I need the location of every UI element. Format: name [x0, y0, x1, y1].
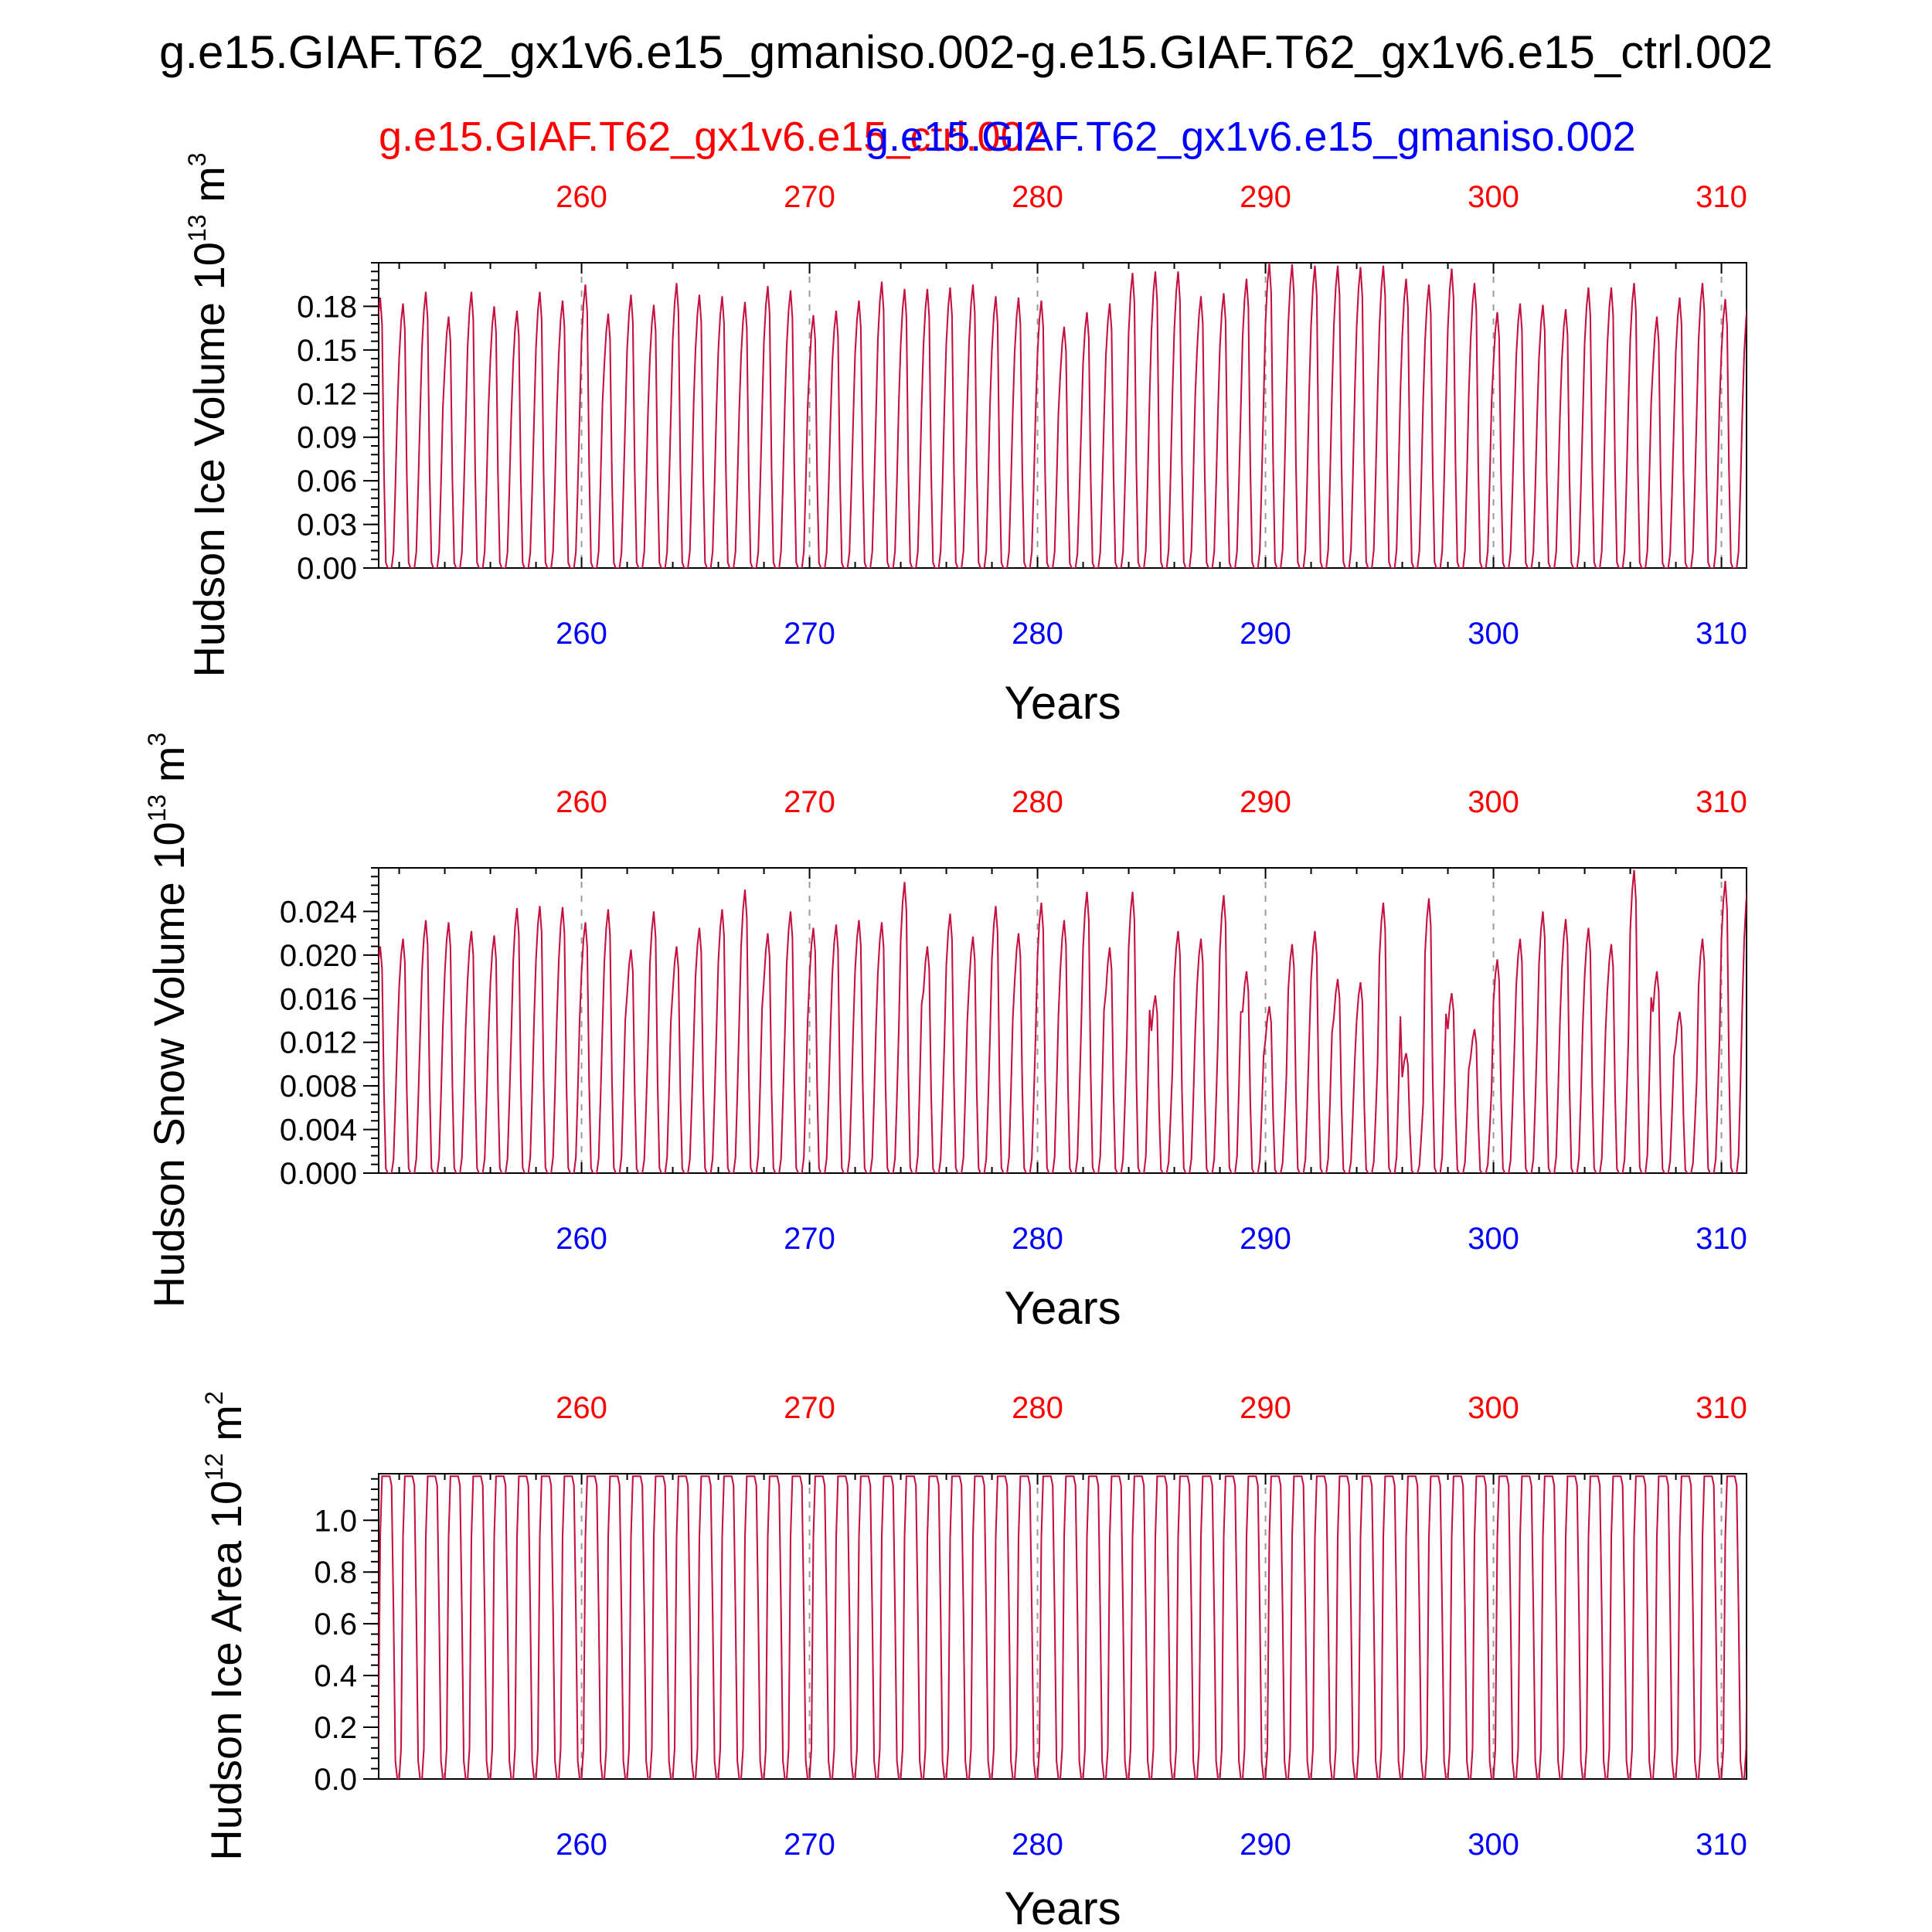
- snow-volume-top-tick-label-280: 280: [1012, 785, 1063, 819]
- snow-volume-bottom-tick-label-270: 270: [784, 1222, 835, 1256]
- ice-area-gridlines: [580, 1474, 1723, 1779]
- snow-volume-y-tick-label: 0.024: [280, 895, 357, 929]
- ice-volume-bottom-tick-label-270: 270: [784, 617, 835, 651]
- ice-area-y-tick-label: 0.6: [314, 1607, 357, 1641]
- ice-volume-top-tick-label-280: 280: [1012, 180, 1063, 214]
- snow-volume-top-x-axis: 260 270 280 290 300 310: [556, 785, 1747, 819]
- snow-volume-y-tick-label: 0.020: [280, 939, 357, 973]
- ice-area-series: [379, 1475, 1747, 1779]
- snow-volume-x-axis-label: Years: [1004, 1282, 1121, 1334]
- snow-volume-bottom-tick-label-300: 300: [1468, 1222, 1519, 1256]
- ice-area-y-axis-label: Hudson Ice Area 1012 m2: [200, 1391, 250, 1861]
- ice-area-top-x-axis: 260 270 280 290 300 310: [556, 1391, 1747, 1425]
- ice-volume-x-axis-label: Years: [1004, 677, 1121, 729]
- ice-volume-series: [379, 263, 1747, 568]
- ice-area-y-tick-label: 0.4: [314, 1659, 357, 1693]
- ice-area-y-tick-label: 0.8: [314, 1556, 357, 1590]
- ice-volume-bottom-x-axis: 260 270 280 290 300 310: [556, 617, 1747, 651]
- ice-area-panel: 0.0 0.2 0.4 0.6 0.8 1.0 260 270 280 290 300 310 26…: [200, 1391, 1747, 1932]
- ice-area-bottom-tick-label-290: 290: [1240, 1828, 1291, 1862]
- ice-volume-top-tick-label-270: 270: [784, 180, 835, 214]
- snow-volume-gridlines: [580, 868, 1723, 1173]
- ice-volume-gridlines: [580, 263, 1723, 568]
- snow-volume-plot-frame: [378, 867, 1747, 1174]
- ice-volume-bottom-tick-label-310: 310: [1696, 617, 1747, 651]
- ice-volume-top-x-axis: 260 270 280 290 300 310: [556, 180, 1747, 214]
- ice-volume-series-ctrl: [379, 263, 1747, 568]
- snow-volume-series-ctrl: [379, 869, 1747, 1173]
- ice-area-y-axis: 0.0 0.2 0.4 0.6 0.8 1.0: [314, 1478, 379, 1797]
- ice-area-top-tick-label-260: 260: [556, 1391, 607, 1425]
- ice-volume-plot-frame: [378, 262, 1747, 569]
- ice-area-top-tick-label-280: 280: [1012, 1391, 1063, 1425]
- ice-volume-top-tick-label-290: 290: [1240, 180, 1291, 214]
- snow-volume-bottom-tick-label-310: 310: [1696, 1222, 1747, 1256]
- ice-area-bottom-tick-label-280: 280: [1012, 1828, 1063, 1862]
- ice-area-series-ctrl: [379, 1475, 1747, 1779]
- snow-volume-y-axis-label: Hudson Snow Volume 1013 m3: [143, 733, 193, 1308]
- ice-volume-y-tick-label: 0.09: [297, 421, 357, 455]
- ice-volume-top-tick-label-310: 310: [1696, 180, 1747, 214]
- snow-volume-top-tick-label-290: 290: [1240, 785, 1291, 819]
- snow-volume-top-tick-label-260: 260: [556, 785, 607, 819]
- ice-volume-top-tick-label-300: 300: [1468, 180, 1519, 214]
- snow-volume-y-tick-label: 0.004: [280, 1114, 357, 1148]
- ice-area-y-tick-label: 0.2: [314, 1711, 357, 1745]
- ice-area-y-tick-label: 0.0: [314, 1763, 357, 1797]
- legend-gmaniso-label: g.e15.GIAF.T62_gx1v6.e15_gmaniso.002: [866, 114, 1636, 160]
- ice-volume-y-tick-label: 0.00: [297, 552, 357, 586]
- legend-ctrl-label: g.e15.GIAF.T62_gx1v6.e15_ctrl.002: [379, 114, 1047, 160]
- ice-area-top-tick-label-310: 310: [1696, 1391, 1747, 1425]
- snow-volume-minor-ticks: [398, 868, 1723, 1173]
- snow-volume-y-tick-label: 0.016: [280, 982, 357, 1016]
- ice-volume-y-axis-label: Hudson Ice Volume 1013 m3: [183, 152, 233, 677]
- ice-volume-y-tick-label: 0.06: [297, 464, 357, 498]
- ice-area-bottom-x-axis: 260 270 280 290 300 310: [556, 1828, 1747, 1862]
- snow-volume-y-tick-label: 0.000: [280, 1157, 357, 1191]
- ice-area-bottom-tick-label-300: 300: [1468, 1828, 1519, 1862]
- ice-area-bottom-tick-label-260: 260: [556, 1828, 607, 1862]
- ice-volume-panel: 0.00 0.03 0.06 0.09 0.12 0.15 0.18 260 270 280 29…: [183, 152, 1747, 729]
- ice-area-bottom-tick-label-310: 310: [1696, 1828, 1747, 1862]
- snow-volume-bottom-x-axis: 260 270 280 290 300 310: [556, 1222, 1747, 1256]
- snow-volume-y-tick-label: 0.012: [280, 1026, 357, 1060]
- snow-volume-top-tick-label-310: 310: [1696, 785, 1747, 819]
- ice-area-top-tick-label-300: 300: [1468, 1391, 1519, 1425]
- snow-volume-y-axis: 0.000 0.004 0.008 0.012 0.016 0.020 0.024: [280, 867, 379, 1191]
- snow-volume-top-tick-label-270: 270: [784, 785, 835, 819]
- ice-volume-minor-ticks: [398, 263, 1723, 568]
- snow-volume-y-tick-label: 0.008: [280, 1070, 357, 1104]
- ice-volume-top-tick-label-260: 260: [556, 180, 607, 214]
- ice-volume-bottom-tick-label-300: 300: [1468, 617, 1519, 651]
- ice-area-bottom-tick-label-270: 270: [784, 1828, 835, 1862]
- ice-volume-y-tick-label: 0.15: [297, 334, 357, 368]
- ice-area-top-tick-label-290: 290: [1240, 1391, 1291, 1425]
- snow-volume-top-tick-label-300: 300: [1468, 785, 1519, 819]
- ice-area-top-tick-label-270: 270: [784, 1391, 835, 1425]
- ice-volume-y-tick-label: 0.03: [297, 509, 357, 543]
- main-title: g.e15.GIAF.T62_gx1v6.e15_gmaniso.002-g.e…: [159, 26, 1773, 78]
- snow-volume-bottom-tick-label-290: 290: [1240, 1222, 1291, 1256]
- ice-area-y-tick-label: 1.0: [314, 1504, 357, 1538]
- ice-volume-bottom-tick-label-280: 280: [1012, 617, 1063, 651]
- snow-volume-series: [379, 869, 1747, 1173]
- ice-volume-bottom-tick-label-290: 290: [1240, 617, 1291, 651]
- snow-volume-bottom-tick-label-280: 280: [1012, 1222, 1063, 1256]
- ice-volume-y-axis: 0.00 0.03 0.06 0.09 0.12 0.15 0.18: [297, 262, 379, 586]
- ice-area-x-axis-label: Years: [1004, 1883, 1121, 1932]
- snow-volume-bottom-tick-label-260: 260: [556, 1222, 607, 1256]
- ice-volume-y-tick-label: 0.12: [297, 377, 357, 411]
- ice-volume-bottom-tick-label-260: 260: [556, 617, 607, 651]
- ice-volume-y-tick-label: 0.18: [297, 290, 357, 324]
